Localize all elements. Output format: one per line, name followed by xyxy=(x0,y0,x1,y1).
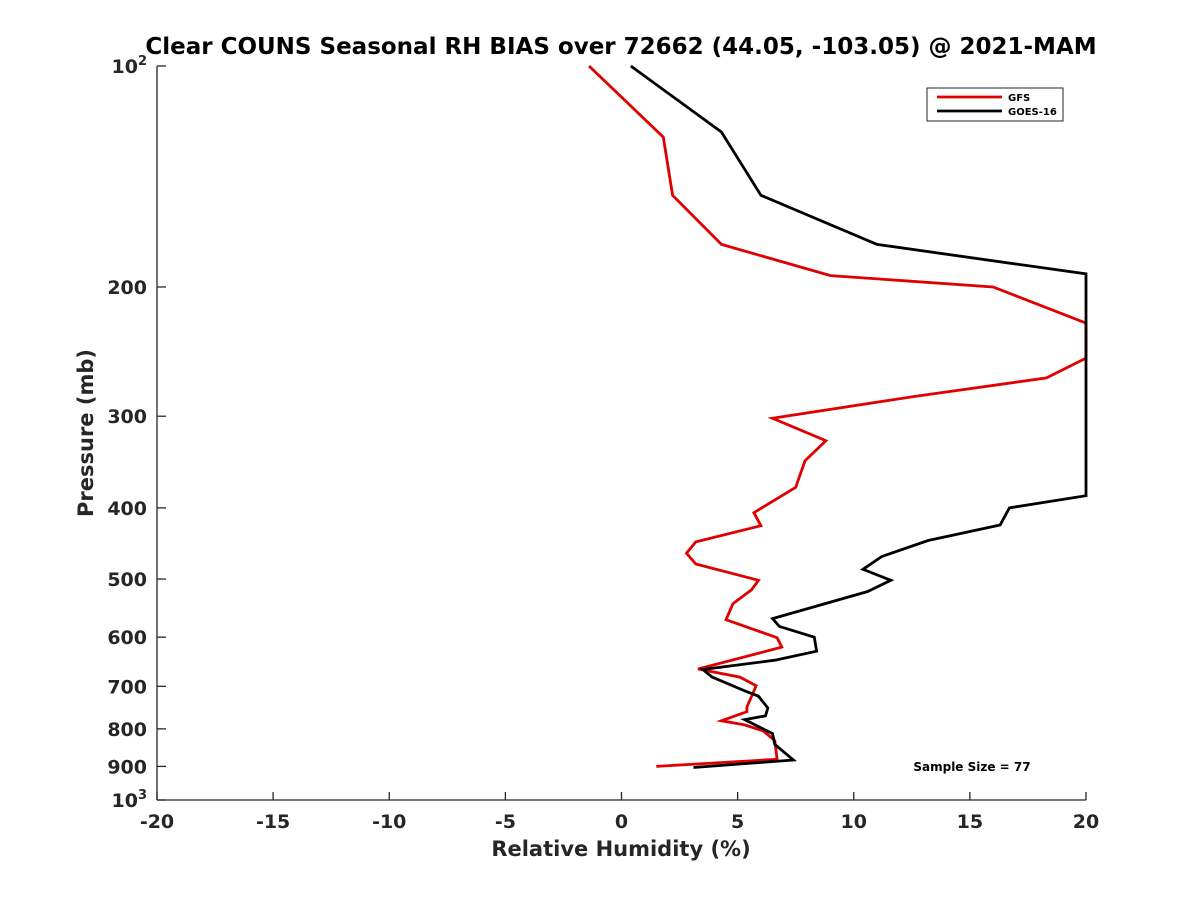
y-tick-exponent: 3 xyxy=(138,788,147,803)
x-tick-label: 20 xyxy=(1073,811,1099,833)
y-tick-base: 10 xyxy=(112,790,138,812)
x-tick-label: 10 xyxy=(841,811,867,833)
x-tick-label: -10 xyxy=(372,811,406,833)
y-tick-label: 300 xyxy=(107,406,147,428)
chart-title: Clear COUNS Seasonal RH BIAS over 72662 … xyxy=(145,34,1096,60)
x-tick-label: 0 xyxy=(615,811,628,833)
x-axis-label: Relative Humidity (%) xyxy=(491,837,750,861)
x-tick-label: -20 xyxy=(140,811,174,833)
y-tick-label: 400 xyxy=(107,498,147,520)
x-tick-label: -15 xyxy=(256,811,290,833)
sample-size-annotation: Sample Size = 77 xyxy=(913,760,1030,774)
legend: GFS GOES-16 xyxy=(926,87,1064,122)
legend-label: GOES-16 xyxy=(1008,107,1057,118)
x-tick-label: 15 xyxy=(957,811,983,833)
axes xyxy=(156,66,1086,801)
x-tick-label: -5 xyxy=(495,811,516,833)
y-tick-base: 10 xyxy=(112,56,138,78)
x-ticks: -20 -15 -10 -5 0 5 10 15 20 xyxy=(140,792,1099,833)
y-tick-label: 700 xyxy=(107,676,147,698)
y-axis-label: Pressure (mb) xyxy=(74,349,98,517)
series-line-goes-16 xyxy=(629,64,1088,769)
y-tick-label: 103 xyxy=(112,788,148,812)
y-tick-label: 600 xyxy=(107,627,147,649)
y-tick-label: 800 xyxy=(107,719,147,741)
y-tick-label: 900 xyxy=(107,756,147,778)
y-tick-label: 500 xyxy=(107,569,147,591)
y-tick-label: 102 xyxy=(112,54,148,78)
legend-box xyxy=(926,87,1064,122)
legend-label: GFS xyxy=(1008,93,1030,104)
y-tick-label: 200 xyxy=(107,277,147,299)
x-tick-label: 5 xyxy=(731,811,744,833)
series-group xyxy=(588,64,1088,769)
y-tick-exponent: 2 xyxy=(138,54,147,69)
series-line-gfs xyxy=(588,64,1088,768)
